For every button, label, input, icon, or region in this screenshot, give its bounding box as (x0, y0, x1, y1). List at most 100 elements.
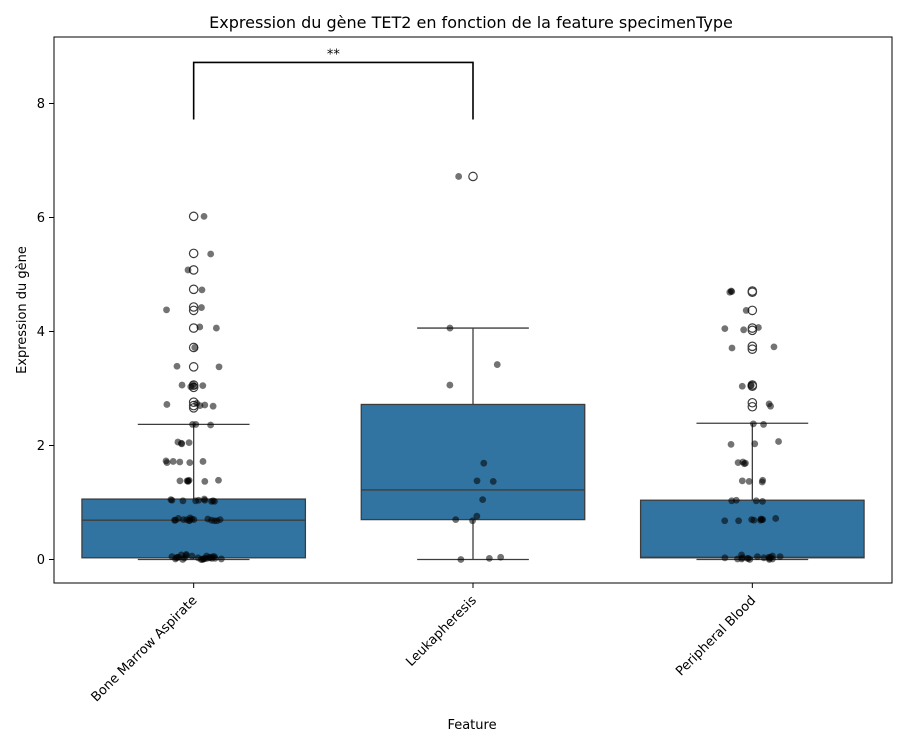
x-axis: Bone Marrow Aspirate Leukapheresis Periphe… (89, 583, 759, 705)
data-point (751, 440, 759, 448)
data-point (177, 551, 185, 559)
y-axis-label: Expression du gène (15, 246, 30, 374)
data-point (727, 440, 735, 448)
data-point (217, 555, 225, 563)
data-point (184, 266, 192, 274)
data-point (740, 326, 748, 334)
data-point (167, 496, 175, 504)
data-point (188, 552, 196, 560)
data-point (738, 382, 746, 390)
data-point (199, 382, 207, 390)
outlier-marker (188, 211, 199, 222)
x-tick-label: Leukapheresis (403, 593, 480, 670)
data-point (446, 381, 454, 389)
y-axis: 0 2 4 6 8 (37, 97, 54, 568)
data-point (201, 401, 209, 409)
outlier-marker (747, 397, 758, 408)
data-point (163, 306, 170, 314)
data-point (479, 496, 487, 504)
data-point (452, 516, 460, 523)
y-tick-label: 8 (37, 97, 45, 112)
data-point (769, 552, 776, 560)
outlier-marker (468, 171, 478, 182)
data-point (765, 400, 773, 408)
data-point (209, 553, 217, 561)
data-point (215, 363, 223, 371)
data-point (186, 514, 194, 522)
data-point (162, 457, 170, 465)
data-point (455, 173, 463, 180)
data-point (759, 476, 767, 484)
data-point (200, 495, 208, 503)
data-point (721, 325, 729, 333)
data-point (497, 553, 505, 561)
data-point (735, 517, 743, 525)
data-point (732, 496, 740, 504)
data-point (207, 250, 215, 258)
data-point (203, 552, 210, 560)
plot-content: ** (81, 47, 865, 563)
outlier-marker (747, 344, 758, 354)
data-point (186, 459, 194, 466)
data-point (754, 553, 761, 561)
outlier-marker (747, 401, 758, 412)
outlier-marker (188, 305, 199, 316)
data-point (196, 323, 204, 331)
data-point (728, 344, 736, 352)
significance-bracket (192, 61, 474, 120)
significance-label: ** (327, 47, 341, 62)
box-group (360, 171, 586, 561)
data-point (191, 344, 199, 351)
y-tick-label: 2 (37, 439, 45, 454)
data-point (207, 421, 215, 429)
outlier-marker (188, 302, 199, 312)
data-point (745, 478, 753, 485)
data-point (176, 477, 184, 485)
data-point (748, 516, 756, 523)
box (81, 498, 307, 559)
data-point (201, 478, 209, 485)
y-tick-label: 4 (37, 325, 45, 340)
data-point (749, 420, 757, 428)
strip-points (446, 173, 505, 563)
outlier-marker (188, 362, 199, 372)
data-point (775, 438, 782, 445)
data-point (185, 476, 193, 484)
data-point (742, 307, 750, 314)
outlier-marker (188, 248, 199, 259)
data-point (480, 459, 488, 467)
data-point (747, 381, 755, 389)
data-point (770, 343, 778, 351)
data-point (776, 553, 784, 561)
data-point (182, 550, 190, 558)
data-point (194, 554, 202, 562)
box-group (639, 286, 865, 561)
data-point (204, 515, 212, 523)
data-point (169, 458, 177, 465)
data-point (759, 497, 766, 505)
data-point (489, 478, 497, 485)
data-point (752, 497, 760, 505)
data-point (215, 476, 222, 484)
data-point (485, 554, 493, 562)
data-point (469, 517, 476, 525)
data-point (721, 554, 729, 562)
data-point (193, 399, 201, 407)
data-point (163, 401, 171, 408)
x-axis-label: Feature (447, 718, 496, 733)
data-point (198, 304, 205, 311)
data-point (738, 477, 746, 485)
data-point (457, 556, 465, 563)
chart-title: Expression du gène TET2 en fonction de l… (209, 13, 733, 32)
data-point (200, 212, 208, 220)
data-point (727, 287, 735, 295)
data-point (195, 496, 203, 504)
significance-annotation: ** (192, 47, 474, 120)
data-point (168, 553, 176, 561)
y-tick-label: 0 (37, 553, 45, 568)
data-point (216, 516, 224, 523)
outlier-marker (747, 286, 758, 296)
data-point (745, 554, 752, 562)
box (360, 403, 586, 521)
outlier-marker (747, 341, 758, 352)
